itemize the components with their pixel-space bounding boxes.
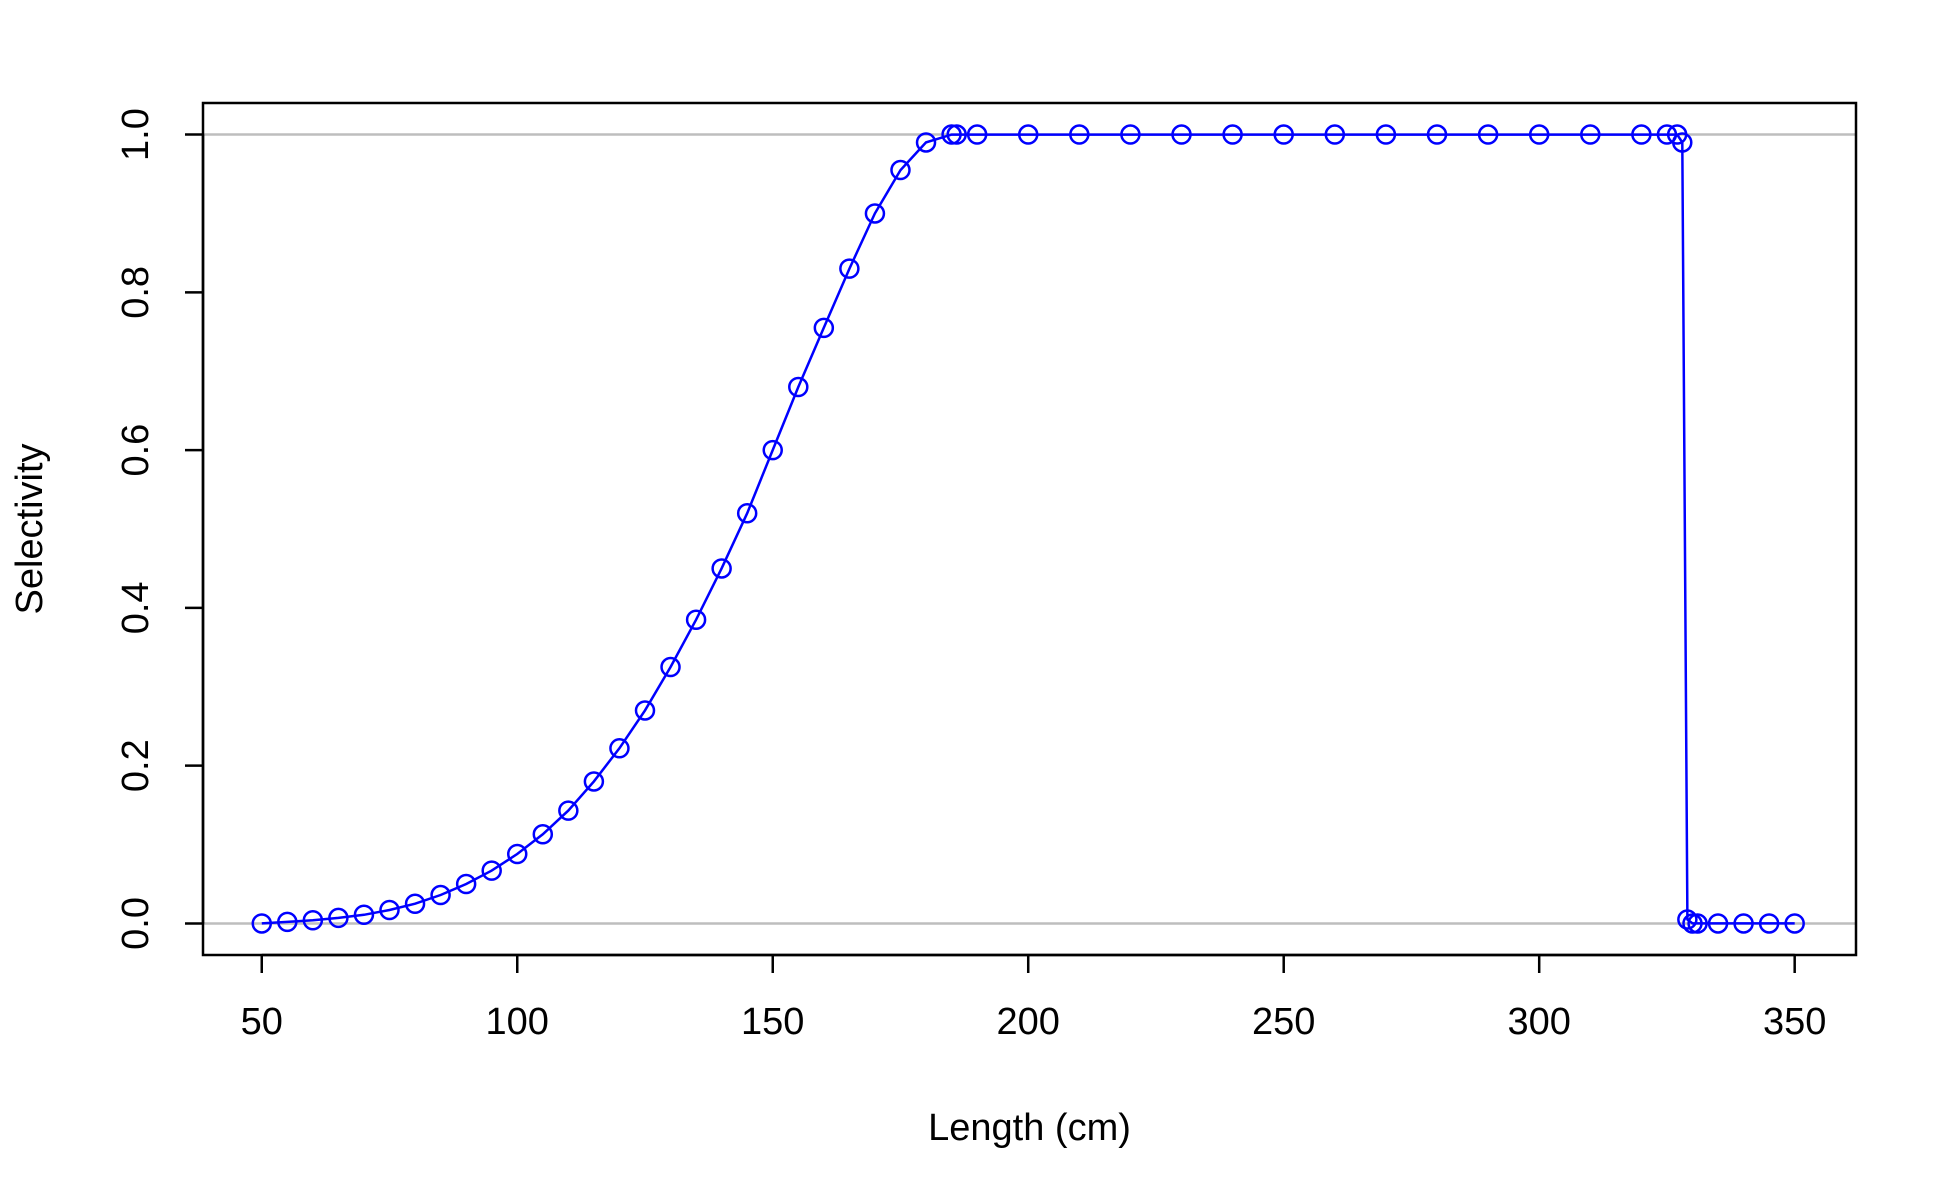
data-point	[946, 124, 967, 145]
data-point	[455, 873, 477, 895]
y-tick-label: 0.4	[115, 581, 157, 634]
data-point	[302, 910, 324, 931]
data-point	[1580, 124, 1601, 145]
data-point	[1758, 913, 1780, 934]
data-point	[1631, 124, 1652, 145]
x-tick-label: 100	[486, 1001, 549, 1043]
y-tick-label: 0.0	[115, 897, 157, 950]
data-point	[660, 656, 681, 678]
data-point	[634, 700, 656, 721]
x-axis-title: Length (cm)	[928, 1107, 1131, 1149]
y-tick-label: 0.8	[115, 266, 157, 319]
data-point	[609, 738, 630, 759]
data-point	[277, 911, 298, 933]
data-point	[1477, 124, 1499, 145]
data-point	[1324, 124, 1346, 145]
x-tick-label: 300	[1507, 1001, 1570, 1043]
data-point	[941, 124, 962, 145]
data-point	[839, 258, 860, 279]
data-point	[1677, 909, 1698, 930]
series-layer	[251, 124, 1805, 934]
data-point	[1784, 913, 1805, 934]
data-point	[404, 893, 426, 914]
data-point	[532, 824, 554, 845]
x-tick-label: 200	[997, 1001, 1060, 1043]
x-tick-label: 150	[741, 1001, 804, 1043]
data-point	[1707, 913, 1729, 934]
data-point	[328, 907, 349, 929]
series-line	[261, 133, 1795, 925]
y-tick-label: 0.6	[115, 424, 157, 477]
data-point	[1273, 124, 1294, 145]
x-axis: 50 100 150 200 250 300 350	[241, 953, 1826, 1043]
data-point	[762, 439, 783, 461]
data-point	[379, 899, 400, 921]
data-point	[1528, 124, 1550, 145]
data-point	[1375, 124, 1397, 145]
data-point	[583, 771, 605, 792]
data-point	[813, 317, 835, 339]
y-tick-label: 0.2	[115, 739, 157, 792]
data-point	[1687, 913, 1708, 934]
data-point	[1171, 124, 1192, 145]
reference-lines	[203, 133, 1856, 925]
data-point	[736, 502, 758, 524]
x-tick-label: 50	[241, 1001, 283, 1043]
x-tick-label: 250	[1252, 1001, 1315, 1043]
data-point	[558, 800, 579, 821]
y-axis: 0.0 0.2 0.4 0.6 0.8 1.0	[115, 108, 205, 950]
data-point	[481, 860, 502, 881]
data-point	[1682, 913, 1703, 934]
data-point	[890, 159, 911, 181]
data-point	[864, 203, 886, 224]
data-point	[685, 609, 707, 630]
data-point	[1222, 124, 1243, 145]
data-point	[1120, 124, 1141, 145]
data-point	[1069, 124, 1090, 145]
data-point	[251, 913, 273, 934]
data-point	[966, 124, 988, 145]
plot-area-frame	[201, 101, 1858, 957]
data-point	[1017, 124, 1039, 145]
y-tick-label: 1.0	[115, 108, 157, 161]
data-point	[915, 132, 937, 153]
data-point	[711, 558, 732, 579]
x-tick-label: 350	[1763, 1001, 1826, 1043]
data-point	[788, 376, 809, 398]
data-point	[506, 843, 528, 865]
data-point	[430, 884, 451, 906]
data-point	[1426, 124, 1448, 145]
data-point	[353, 904, 375, 926]
data-point	[1733, 913, 1754, 934]
data-point	[1672, 132, 1693, 153]
y-axis-title: Selectivity	[9, 443, 51, 614]
